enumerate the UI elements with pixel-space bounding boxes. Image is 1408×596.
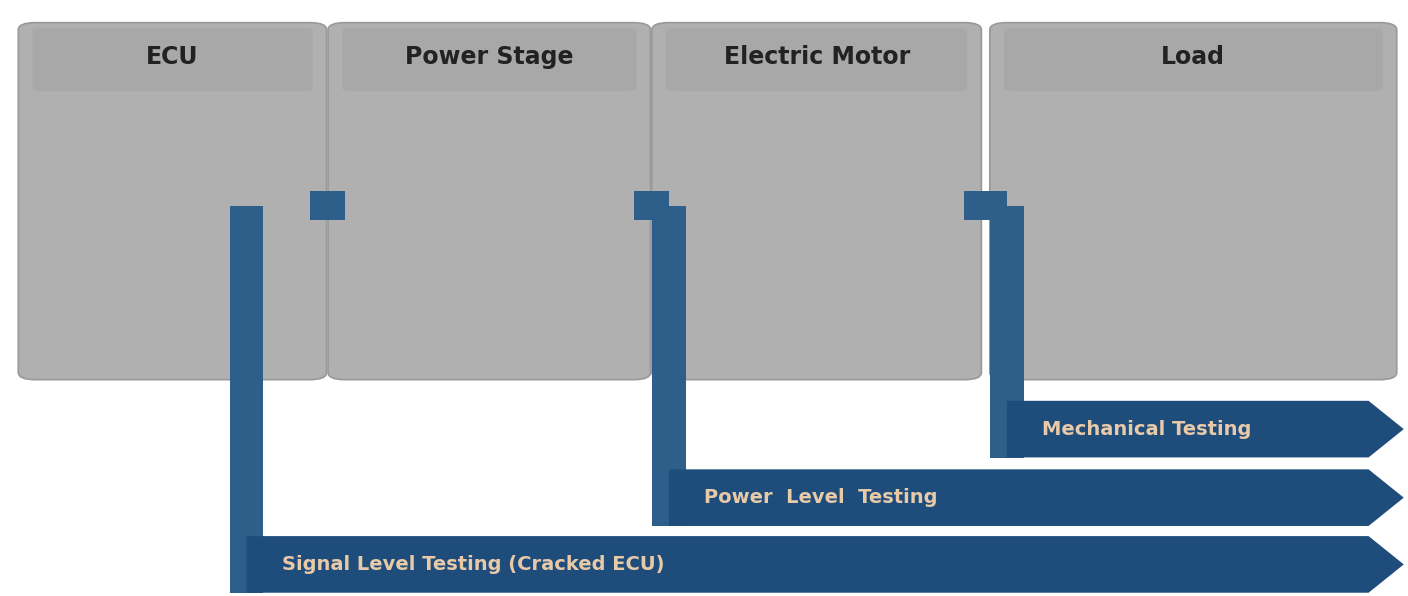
Text: Load: Load [1162,45,1225,69]
Bar [230,206,263,593]
Bar [652,206,686,526]
Text: Power Stage: Power Stage [406,45,573,69]
FancyBboxPatch shape [328,23,650,380]
FancyBboxPatch shape [990,23,1397,380]
Polygon shape [246,536,1404,592]
Bar [990,206,1024,458]
Bar [634,191,669,220]
Polygon shape [1007,401,1404,458]
FancyBboxPatch shape [342,28,636,91]
Polygon shape [669,470,1404,526]
Text: ECU: ECU [146,45,199,69]
Bar [964,191,1007,220]
Text: Electric Motor: Electric Motor [724,45,910,69]
Bar [310,191,345,220]
Text: Power  Level  Testing: Power Level Testing [704,488,938,507]
FancyBboxPatch shape [666,28,967,91]
Text: Mechanical Testing: Mechanical Testing [1042,420,1252,439]
FancyBboxPatch shape [652,23,981,380]
FancyBboxPatch shape [32,28,313,91]
FancyBboxPatch shape [1004,28,1383,91]
FancyBboxPatch shape [18,23,327,380]
Text: Signal Level Testing (Cracked ECU): Signal Level Testing (Cracked ECU) [282,555,665,574]
